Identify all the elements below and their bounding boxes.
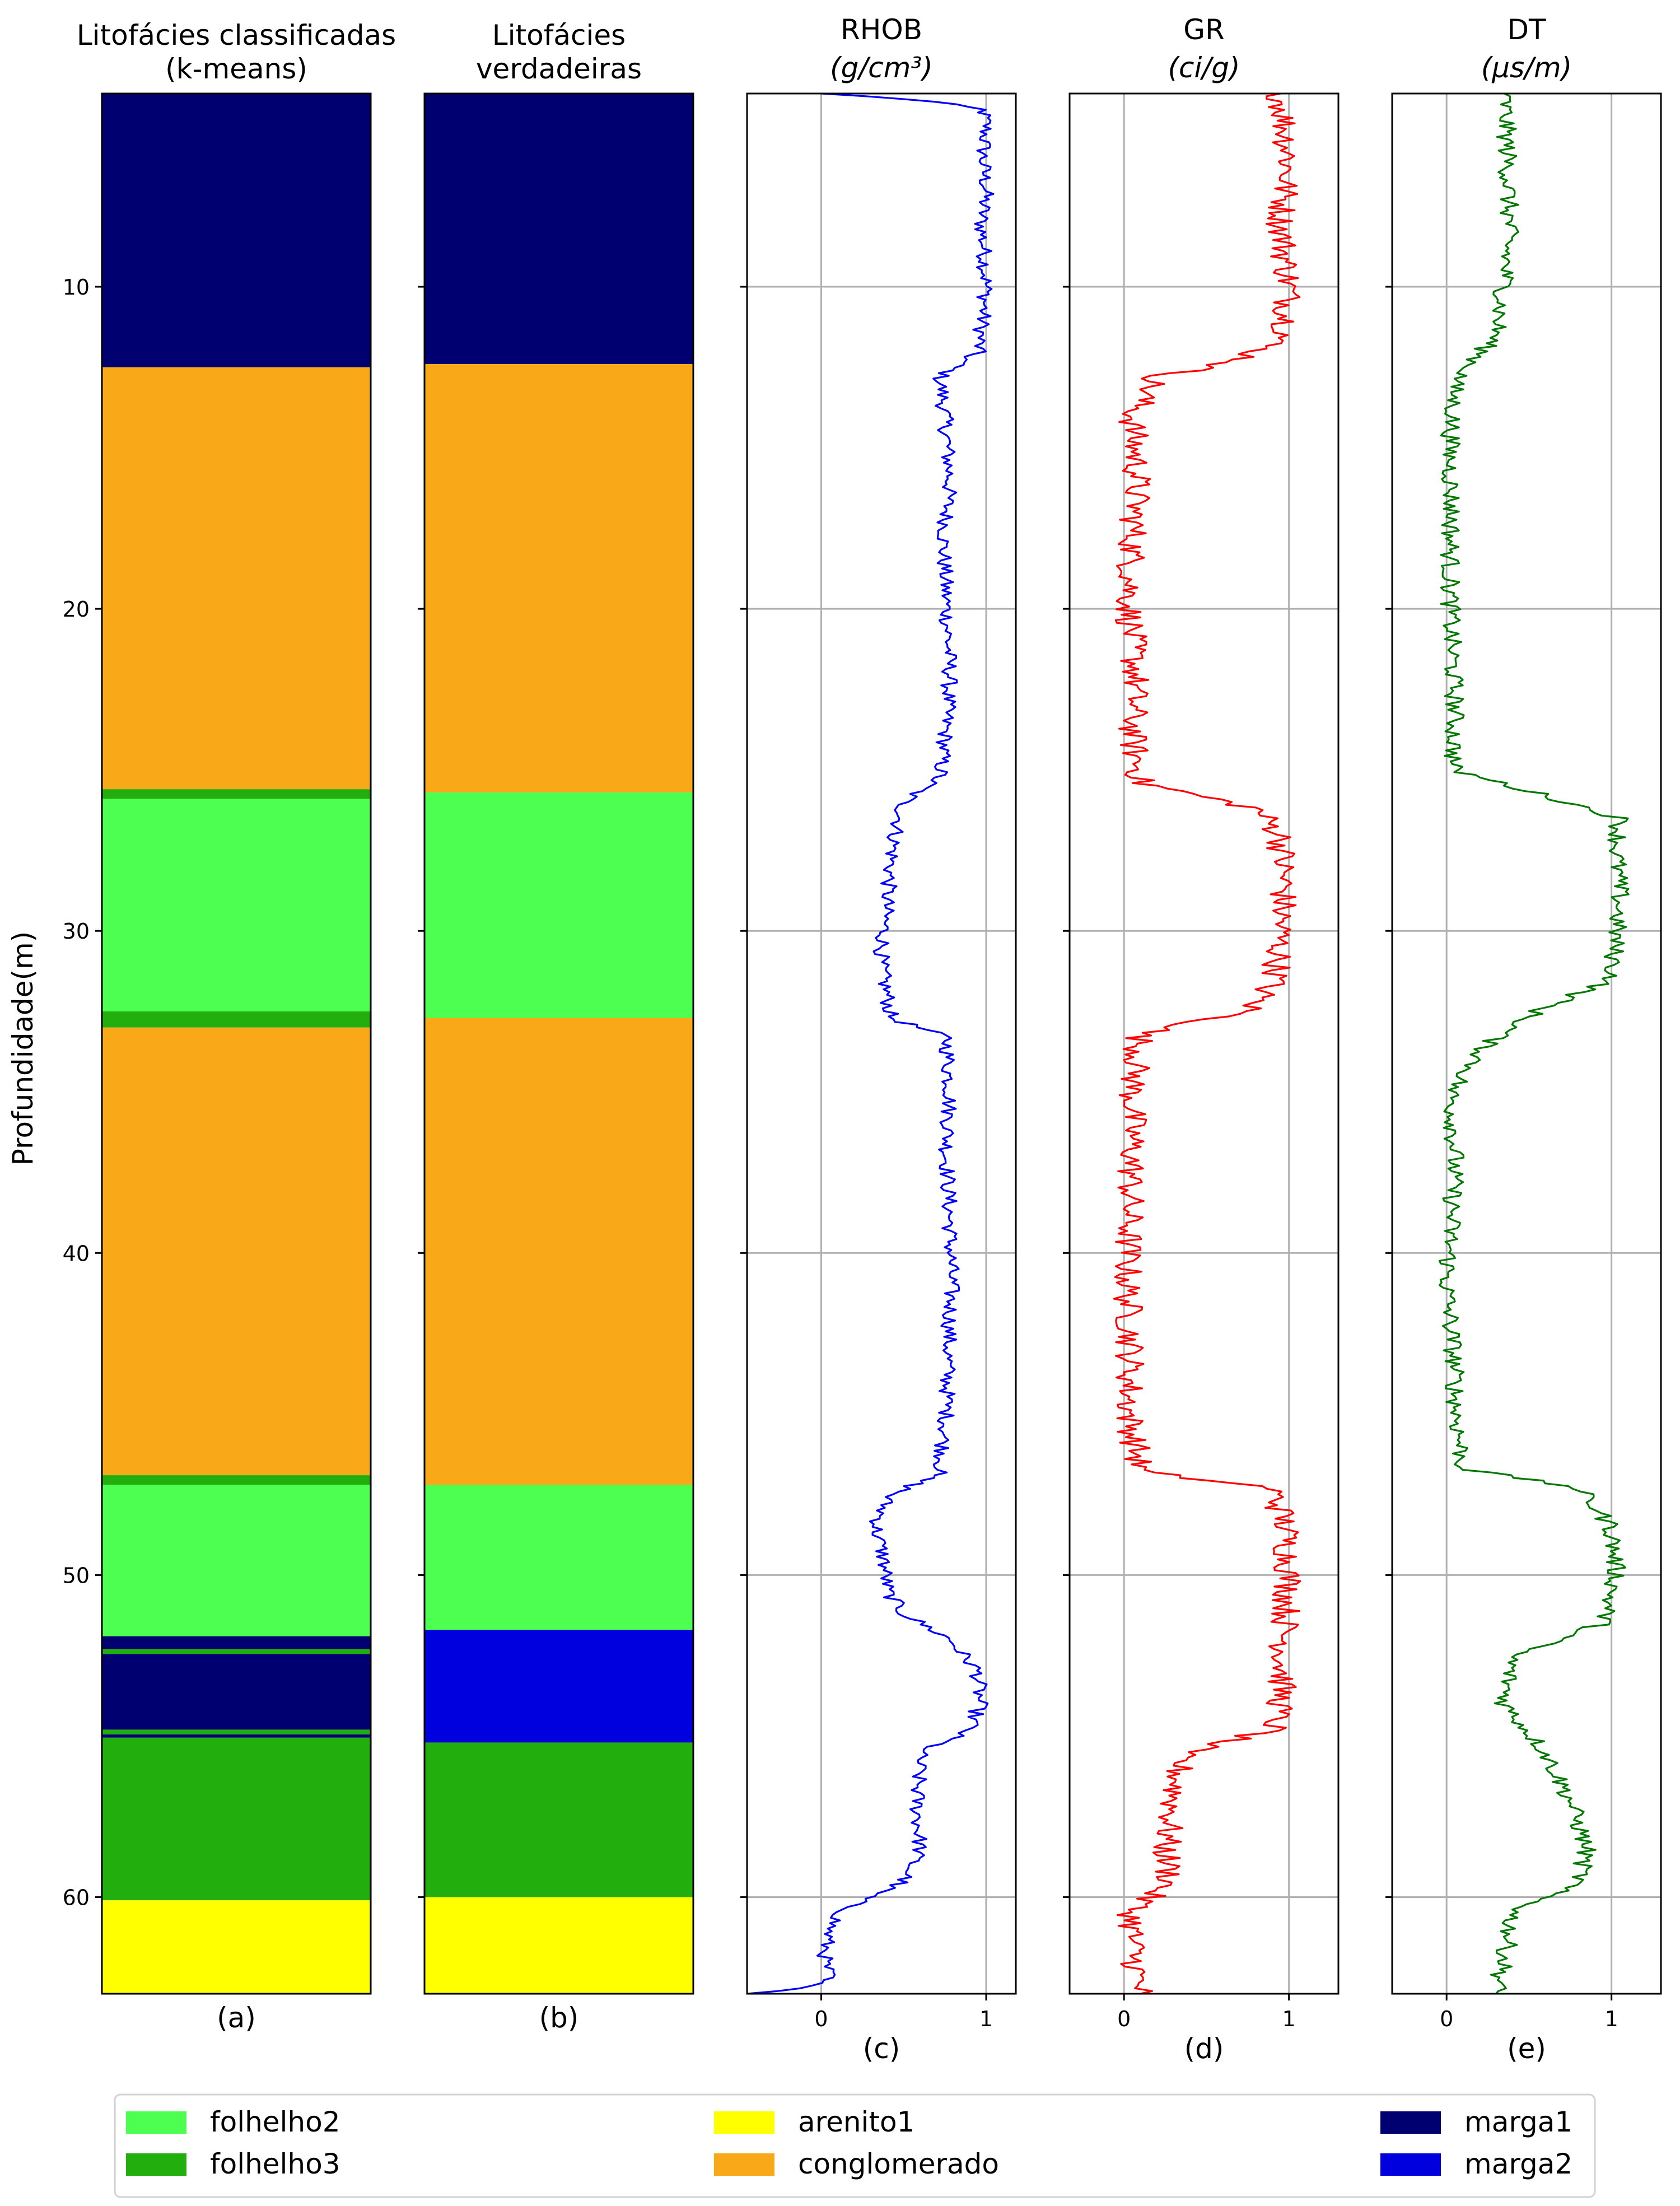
legend-swatch: [714, 2153, 774, 2176]
x-tick-label: 1: [1605, 2007, 1618, 2031]
facies-interval-marga1: [102, 1734, 371, 1738]
y-tick-label: 60: [63, 1885, 90, 1910]
panel-title: GR: [1183, 13, 1225, 46]
y-axis-label: Profundidade(m): [7, 931, 39, 1166]
panel-title: RHOB: [841, 13, 922, 46]
panel-d: 0 1 GR (ci/g) (d): [1063, 13, 1340, 2065]
panel-title: Litofácies: [492, 19, 626, 52]
facies-interval-folhelho2: [102, 799, 371, 1011]
panel-e: 0 1 DT (μs/m) (e): [1385, 13, 1662, 2065]
log-curve-gr: [1113, 94, 1301, 1994]
legend-label: folhelho3: [210, 2148, 340, 2180]
legend-swatch: [714, 2111, 774, 2134]
panel-sublabel: (d): [1184, 2032, 1224, 2065]
legend-item-arenito1: arenito1: [714, 2106, 914, 2138]
panel-unit: (g/cm³): [830, 52, 933, 84]
facies-interval-marga1: [424, 94, 693, 365]
facies-interval-folhelho3: [102, 1737, 371, 1901]
facies-interval-marga1: [102, 94, 371, 367]
x-tick-label: 1: [979, 2007, 993, 2031]
y-tick-label: 30: [63, 919, 90, 944]
y-tick-label: 10: [63, 275, 90, 300]
panel-a: Litofácies classificadas(k-means) (a) 10 20…: [63, 19, 396, 2034]
legend-item-conglomerado: conglomerado: [714, 2148, 999, 2180]
panel-frame: [101, 92, 372, 1995]
legend-frame: [114, 2093, 1596, 2198]
legend-item-marga2: marga2: [1380, 2148, 1572, 2180]
legend-swatch: [1380, 2111, 1441, 2134]
y-tick-label: 40: [63, 1241, 90, 1266]
facies-interval-conglomerado: [424, 1018, 693, 1485]
legend-swatch: [1380, 2153, 1441, 2176]
panel-sublabel: (b): [539, 2002, 579, 2034]
legend-swatch: [126, 2153, 186, 2176]
facies-interval-marga1: [102, 1654, 371, 1730]
panel-title-line2: (k-means): [165, 53, 307, 85]
x-tick-label: 0: [1440, 2007, 1453, 2031]
panel-unit: (ci/g): [1168, 52, 1240, 84]
facies-interval-folhelho3: [102, 1475, 371, 1485]
x-tick-label: 0: [814, 2007, 828, 2031]
legend-item-marga1: marga1: [1380, 2106, 1572, 2138]
log-curve-dt: [1439, 94, 1630, 1994]
facies-interval-marga2: [424, 1630, 693, 1743]
panel-frame: [1068, 92, 1340, 1995]
facies-interval-conglomerado: [102, 367, 371, 790]
y-tick-label: 20: [63, 597, 90, 622]
panels: Litofácies classificadas(k-means)(a)1020…: [63, 13, 1662, 2065]
legend-item-folhelho2: folhelho2: [126, 2106, 340, 2138]
y-tick-label: 50: [63, 1563, 90, 1588]
panel-c: 0 1 RHOB (g/cm³) (c): [740, 13, 1017, 2065]
facies-interval-folhelho2: [424, 1485, 693, 1630]
legend: folhelho2 folhelho3 arenito1 conglomerado ma…: [114, 2093, 1596, 2198]
legend-label: arenito1: [798, 2106, 914, 2138]
panel-sublabel: (a): [217, 2002, 256, 2034]
facies-interval-conglomerado: [102, 1027, 371, 1476]
legend-label: marga2: [1464, 2148, 1572, 2180]
facies-interval-marga1: [102, 1636, 371, 1649]
legend-label: folhelho2: [210, 2106, 340, 2138]
legend-item-folhelho3: folhelho3: [126, 2148, 340, 2180]
panel-frame: [746, 92, 1017, 1995]
panel-unit: (μs/m): [1481, 52, 1572, 84]
facies-interval-folhelho2: [102, 1485, 371, 1636]
panel-frame: [1391, 92, 1662, 1995]
facies-interval-folhelho3: [102, 1729, 371, 1735]
legend-label: marga1: [1464, 2106, 1572, 2138]
facies-interval-arenito1: [424, 1897, 693, 1994]
panel-title: DT: [1507, 13, 1546, 46]
panel-sublabel: (c): [863, 2032, 900, 2065]
facies-interval-folhelho3: [102, 789, 371, 799]
facies-interval-folhelho3: [102, 1649, 371, 1654]
facies-interval-folhelho2: [424, 792, 693, 1018]
facies-interval-folhelho3: [102, 1011, 371, 1028]
panel-title-line2: verdadeiras: [476, 53, 642, 85]
facies-interval-folhelho3: [424, 1742, 693, 1897]
panel-frame: [423, 92, 694, 1995]
panel-title: Litofácies classificadas: [77, 19, 396, 52]
legend-label: conglomerado: [798, 2148, 999, 2180]
legend-swatch: [126, 2111, 186, 2134]
facies-interval-conglomerado: [424, 364, 693, 792]
x-tick-label: 1: [1282, 2007, 1296, 2031]
facies-interval-arenito1: [102, 1900, 371, 1994]
x-tick-label: 0: [1117, 2007, 1131, 2031]
log-curve-rhob: [747, 94, 995, 1994]
panel-sublabel: (e): [1507, 2032, 1546, 2065]
